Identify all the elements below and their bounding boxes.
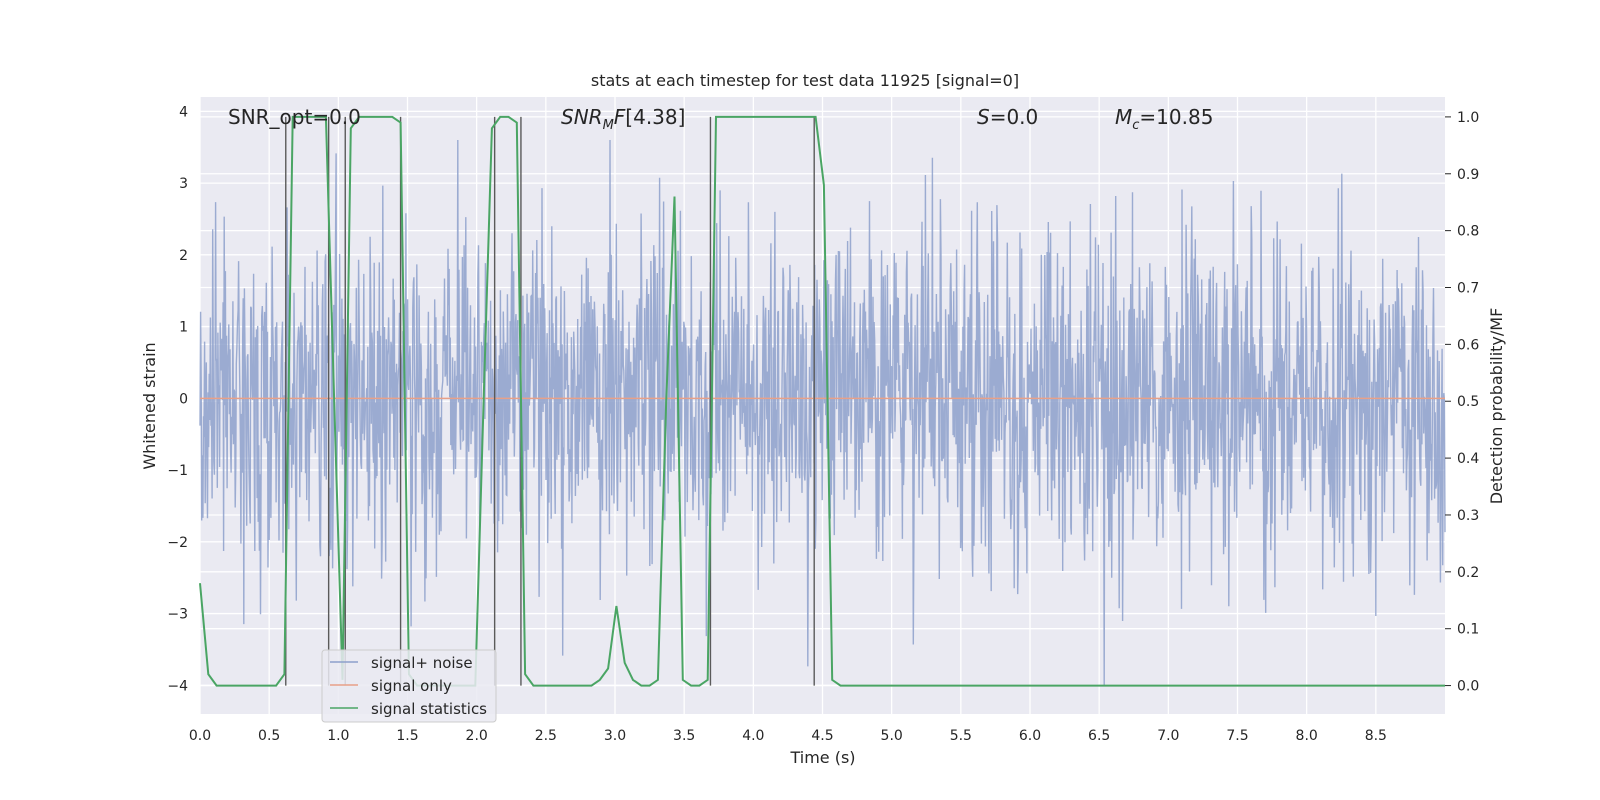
- y-left-tick-label: −3: [167, 607, 188, 623]
- y-left-tick-label: −1: [167, 463, 188, 479]
- y-right-tick-label: 0.3: [1457, 508, 1479, 524]
- annotation-snr-mf-value: [4.38]: [625, 105, 685, 129]
- x-tick-label: 7.5: [1226, 728, 1248, 744]
- vertical-markers: [285, 116, 815, 686]
- y-left-tick-label: −4: [167, 678, 188, 694]
- y-left-axis-label: Whitened strain: [140, 342, 159, 469]
- y-left-tick-label: 1: [179, 320, 188, 336]
- signal-noise-series: [199, 139, 1446, 686]
- annotation-s: S=0.0: [977, 105, 1038, 129]
- legend-label-noise: signal+ noise: [371, 654, 473, 672]
- y-left-axis-ticks: 4 3 2 1 0 −1 −2 −3 −4: [167, 104, 188, 694]
- y-right-tick-label: 0.4: [1457, 451, 1479, 467]
- y-right-tick-label: 0.1: [1457, 622, 1479, 638]
- x-tick-label: 1.5: [396, 728, 418, 744]
- x-tick-label: 1.0: [327, 728, 349, 744]
- chart-title: stats at each timestep for test data 119…: [591, 71, 1019, 90]
- y-right-tick-label: 0.9: [1457, 167, 1479, 183]
- x-tick-label: 4.5: [811, 728, 833, 744]
- x-tick-label: 2.0: [466, 728, 488, 744]
- x-axis-label: Time (s): [789, 748, 855, 767]
- y-right-axis-ticks: 1.0 0.9 0.8 0.7 0.6 0.5 0.4 0.3 0.2 0.1 0.0: [1445, 110, 1479, 695]
- x-tick-label: 2.5: [535, 728, 557, 744]
- y-right-tick-label: 0.0: [1457, 679, 1479, 695]
- plot-area: [199, 97, 1446, 714]
- x-tick-label: 8.5: [1365, 728, 1387, 744]
- x-tick-label: 7.0: [1157, 728, 1179, 744]
- y-left-tick-label: 3: [179, 176, 188, 192]
- y-right-tick-label: 0.8: [1457, 224, 1479, 240]
- x-tick-label: 6.0: [1019, 728, 1041, 744]
- legend-box: [321, 649, 497, 723]
- x-tick-label: 5.5: [950, 728, 972, 744]
- x-tick-label: 5.0: [881, 728, 903, 744]
- y-left-tick-label: −2: [167, 535, 188, 551]
- signal-statistics-series: [199, 115, 1445, 687]
- y-left-tick-label: 4: [179, 104, 188, 120]
- y-right-tick-label: 0.2: [1457, 565, 1479, 581]
- annotation-snr-mf: SNRMF[4.38]: [561, 105, 685, 133]
- x-tick-label: 6.5: [1088, 728, 1110, 744]
- legend-label-signal: signal only: [371, 677, 452, 695]
- annotation-s-value: =0.0: [990, 105, 1039, 129]
- x-tick-label: 3.5: [673, 728, 695, 744]
- annotation-mc-value: =10.85: [1139, 105, 1213, 129]
- x-axis-ticks: 0.0 0.5 1.0 1.5 2.0 2.5 3.0 3.5 4.0 4.5 5.0 5.5 6.0 6…: [189, 728, 1387, 744]
- signal-statistics-line: [199, 115, 1445, 687]
- annotation-mc: Mc=10.85: [1115, 105, 1213, 133]
- annotation-snr-opt: SNR_opt=0.0: [228, 105, 361, 129]
- legend: signal+ noise signal only signal statist…: [321, 649, 497, 723]
- x-tick-label: 4.0: [742, 728, 764, 744]
- x-tick-label: 8.0: [1296, 728, 1318, 744]
- y-right-tick-label: 0.5: [1457, 394, 1479, 410]
- y-right-tick-label: 0.6: [1457, 337, 1479, 353]
- y-left-tick-label: 2: [179, 248, 188, 264]
- legend-label-stats: signal statistics: [371, 700, 487, 718]
- signal-noise-line: [199, 139, 1446, 686]
- y-right-tick-label: 0.7: [1457, 281, 1479, 297]
- x-tick-label: 0.5: [258, 728, 280, 744]
- x-tick-label: 0.0: [189, 728, 211, 744]
- y-left-tick-label: 0: [179, 391, 188, 407]
- y-right-axis-label: Detection probability/MF: [1487, 308, 1506, 505]
- y-right-tick-label: 1.0: [1457, 110, 1479, 126]
- x-tick-label: 3.0: [604, 728, 626, 744]
